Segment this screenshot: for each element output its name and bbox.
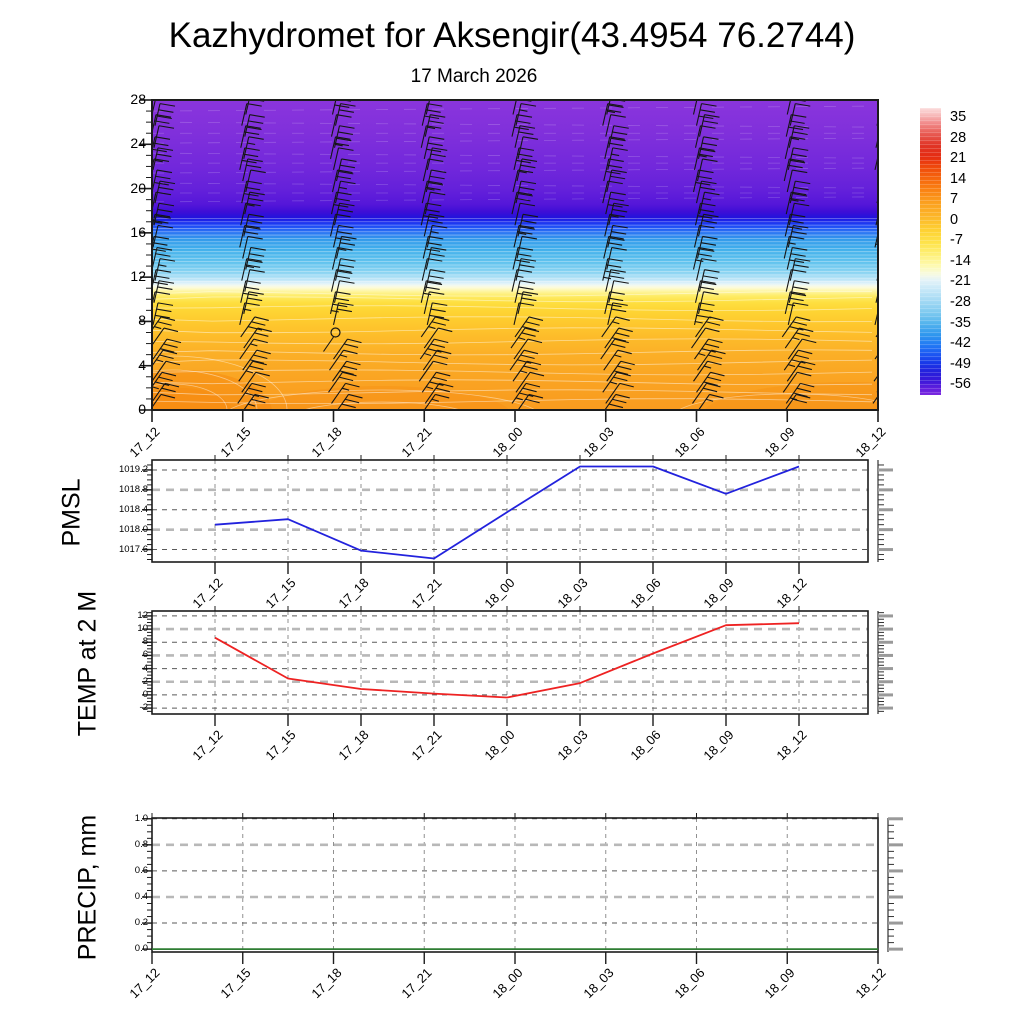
colorbar-tick-label: -35 — [950, 314, 971, 331]
profile-y-tick-label: 0 — [138, 401, 146, 417]
wind-barbs-layer — [152, 100, 878, 410]
temperature-profile-field — [152, 100, 878, 410]
y-tick-label: 0.0 — [134, 943, 148, 955]
y-tick-label: 1018.8 — [118, 483, 148, 495]
x-ticks — [151, 813, 879, 964]
colorbar-tick-label: -7 — [950, 232, 963, 249]
profile-y-tick-label: 12 — [130, 268, 146, 285]
contour-lines — [152, 105, 878, 410]
wind-barbs — [152, 100, 878, 410]
colorbar-tick-label: 14 — [950, 170, 967, 187]
date-subtitle: 17 March 2026 — [410, 66, 538, 87]
profile-y-tick-label: 4 — [138, 356, 146, 373]
pmsl-axis-title: PMSL — [57, 478, 86, 547]
colorbar-tick-label: -42 — [950, 335, 971, 352]
right-ruler — [887, 817, 903, 952]
y-tick-label: 0.2 — [134, 917, 148, 929]
colorbar-tick-label: -56 — [950, 376, 971, 393]
precip-mm-panel — [142, 813, 903, 964]
y-tick-label: 0.8 — [134, 838, 148, 850]
colorbar-tick-label: 21 — [950, 150, 967, 167]
colorbar-tick-label: -14 — [950, 252, 971, 269]
vertical-grid — [214, 611, 800, 714]
colorbar — [920, 108, 941, 395]
profile-y-tick-label: 20 — [130, 179, 146, 196]
y-ticks — [142, 612, 152, 712]
y-tick-label: 2 — [142, 675, 148, 687]
colorbar-tick-label: -21 — [950, 273, 971, 290]
y-tick-label: 6 — [142, 649, 148, 661]
colorbar-tick-label: -49 — [950, 355, 971, 372]
vertical-grid — [214, 460, 800, 562]
y-tick-label: 1018.0 — [118, 523, 148, 535]
temp-at-2-m-panel — [142, 606, 893, 726]
y-ticks — [142, 464, 152, 561]
y-tick-label: 10 — [137, 623, 148, 635]
y-tick-label: 8 — [142, 636, 148, 648]
profile-y-tick-label: 8 — [138, 312, 146, 329]
y-tick-label: 4 — [142, 662, 148, 674]
calm-marker — [323, 327, 341, 352]
pmsl-panel — [142, 455, 893, 574]
temp-axis-title: TEMP at 2 M — [73, 590, 102, 737]
profile-y-tick-label: 16 — [130, 223, 146, 240]
colorbar-tick-label: 35 — [950, 109, 967, 125]
x-ticks — [214, 455, 800, 574]
page-title: Kazhydromet for Aksengir(43.4954 76.2744… — [168, 16, 856, 55]
y-tick-label: 1018.4 — [118, 503, 148, 515]
y-tick-label: 1019.2 — [118, 463, 148, 475]
y-tick-label: -2 — [139, 702, 148, 714]
colorbar-tick-label: 0 — [950, 211, 959, 228]
y-tick-label: 0.6 — [134, 864, 148, 876]
right-ruler — [877, 460, 893, 562]
colorbar-tick-label: 7 — [950, 191, 959, 208]
horizontal-grid — [152, 615, 868, 709]
temp-at-2-m-line — [214, 622, 800, 699]
y-tick-label: 0.4 — [134, 890, 148, 902]
colorbar-tick-label: -28 — [950, 293, 971, 310]
horizontal-grid — [152, 469, 868, 551]
pmsl-line — [214, 465, 800, 560]
y-tick-label: 1.0 — [134, 812, 148, 824]
y-tick-label: 12 — [137, 609, 148, 621]
vertical-grid — [242, 818, 879, 952]
right-ruler — [877, 611, 893, 714]
y-ticks — [142, 818, 152, 950]
precip-axis-title: PRECIP, mm — [73, 814, 102, 961]
y-tick-label: 0 — [142, 688, 148, 700]
colorbar-tick-label: 28 — [950, 129, 967, 146]
x-ticks — [214, 606, 800, 726]
profile-y-tick-label: 24 — [130, 135, 146, 152]
y-tick-label: 1017.6 — [118, 543, 148, 555]
profile-y-tick-label: 28 — [130, 91, 146, 107]
profile-axes — [140, 99, 879, 422]
